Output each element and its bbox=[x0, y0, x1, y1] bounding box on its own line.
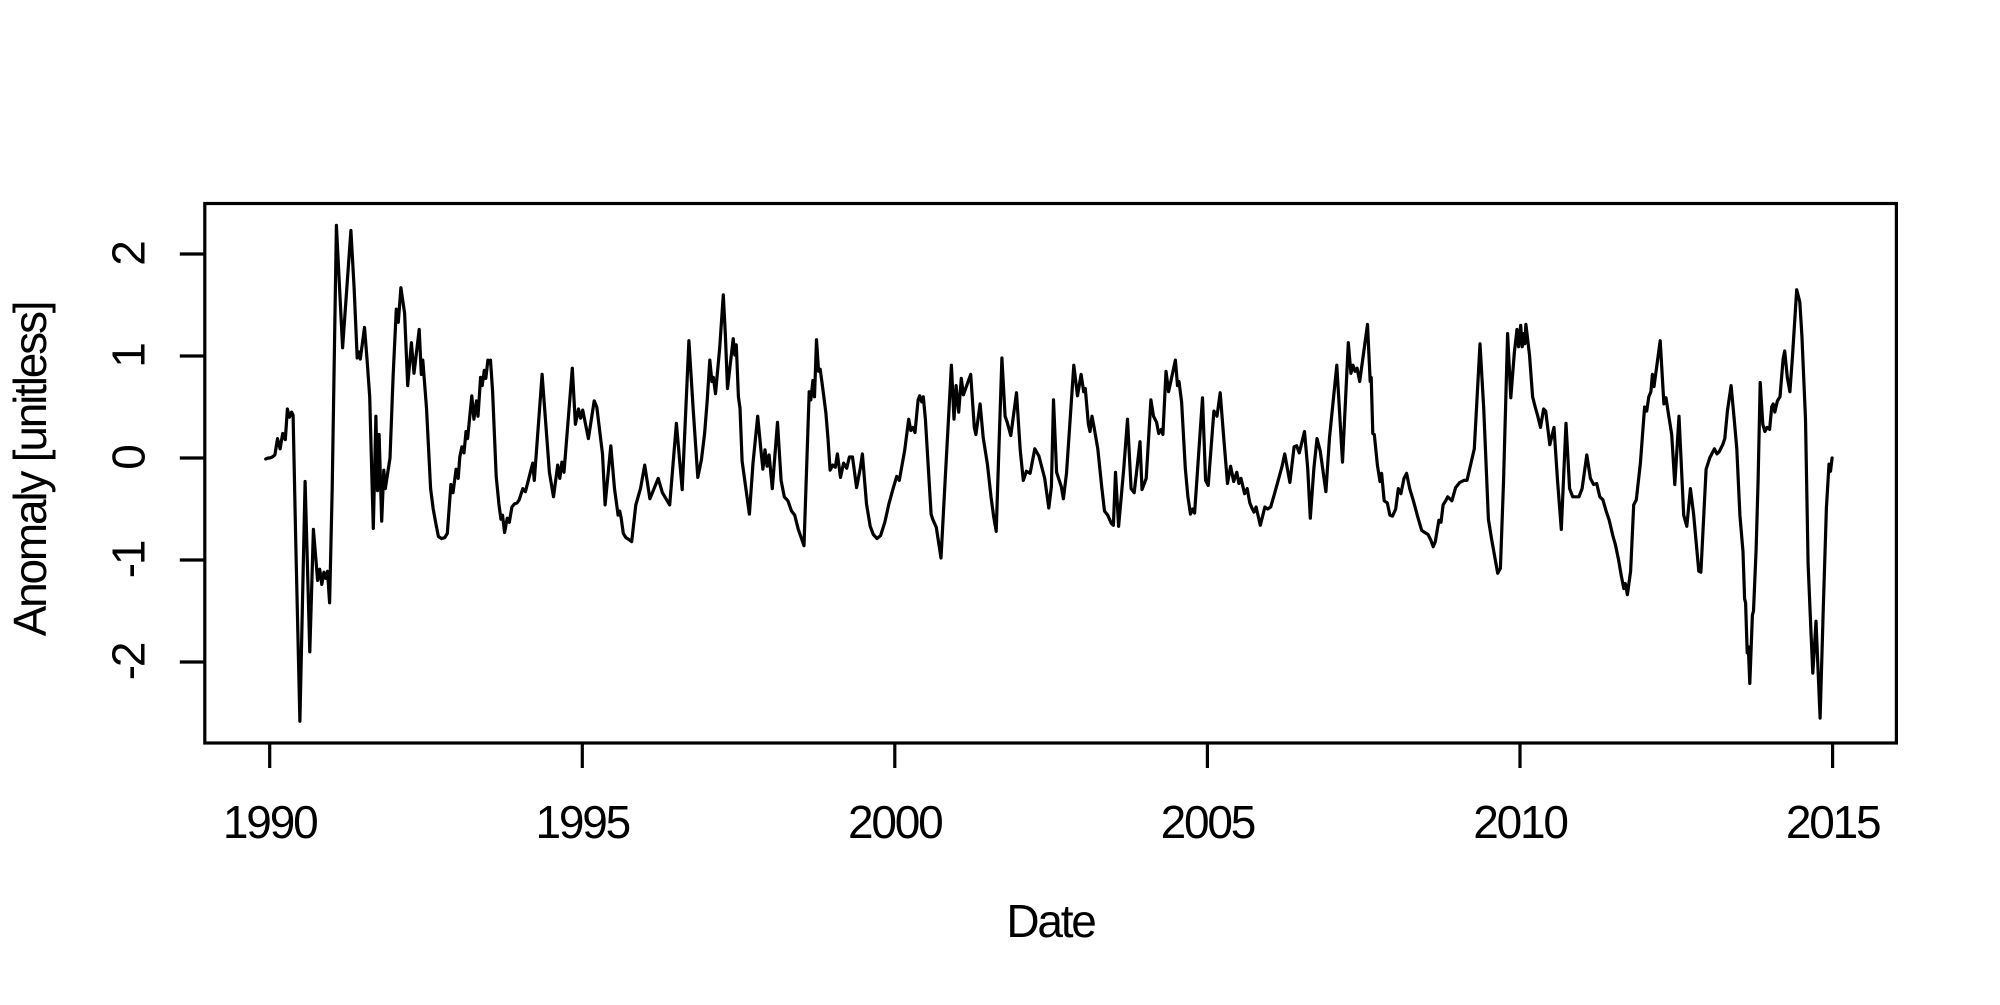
svg-text:0: 0 bbox=[103, 446, 155, 470]
svg-text:2010: 2010 bbox=[1473, 796, 1567, 848]
svg-text:2005: 2005 bbox=[1161, 796, 1255, 848]
svg-text:2015: 2015 bbox=[1786, 796, 1880, 848]
svg-text:1990: 1990 bbox=[223, 796, 317, 848]
svg-text:-1: -1 bbox=[103, 541, 155, 578]
svg-text:1995: 1995 bbox=[536, 796, 630, 848]
svg-text:2: 2 bbox=[103, 242, 155, 266]
svg-text:1: 1 bbox=[103, 344, 155, 368]
svg-text:Anomaly [unitless]: Anomaly [unitless] bbox=[4, 303, 56, 637]
svg-text:-2: -2 bbox=[103, 643, 155, 680]
svg-text:2000: 2000 bbox=[848, 796, 942, 848]
svg-text:Date: Date bbox=[1006, 895, 1095, 947]
